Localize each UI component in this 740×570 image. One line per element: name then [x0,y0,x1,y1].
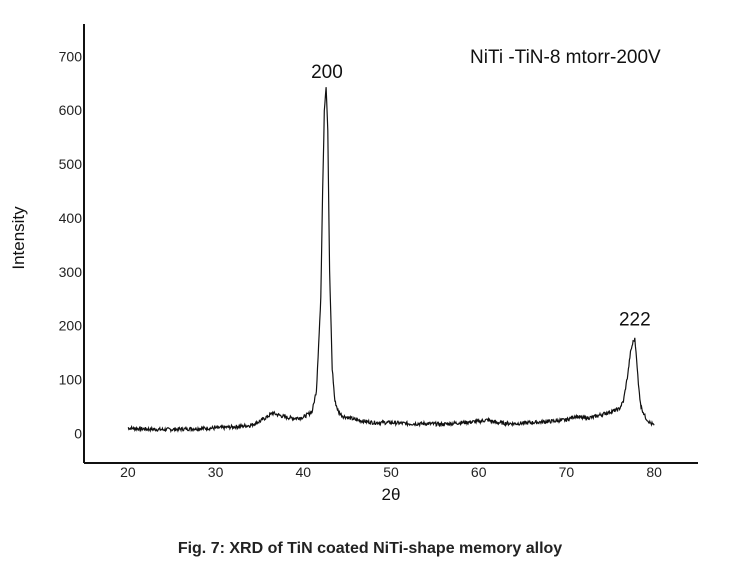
y-axis-title: Intensity [9,206,28,270]
y-tick-label: 300 [59,264,83,280]
peak-label: 222 [619,310,651,331]
x-tick-label: 80 [646,464,662,480]
y-tick-label: 700 [59,48,83,64]
x-tick-label: 20 [120,464,136,480]
peak-label: 200 [311,62,343,83]
y-axis-ticks: 0 100 200 300 400 500 600 700 [59,48,83,441]
xrd-chart: 0 100 200 300 400 500 600 700 20 30 40 50 60 70 80 20… [9,24,698,504]
x-tick-label: 60 [471,464,487,480]
sample-label: NiTi -TiN-8 mtorr-200V [470,47,661,68]
x-tick-label: 30 [208,464,224,480]
xrd-pattern-line [127,87,655,434]
y-tick-label: 600 [59,102,83,118]
figure-caption: Fig. 7: XRD of TiN coated NiTi-shape mem… [177,540,563,557]
x-tick-label: 70 [559,464,575,480]
y-tick-label: 400 [59,210,83,226]
x-axis-ticks: 20 30 40 50 60 70 80 [120,464,662,480]
x-axis-title: 2θ [382,485,401,504]
x-tick-label: 40 [295,464,311,480]
x-tick-label: 50 [383,464,399,480]
y-tick-label: 200 [59,318,83,334]
y-tick-label: 0 [74,425,82,441]
y-tick-label: 500 [59,156,83,172]
y-tick-label: 100 [59,372,83,388]
peak-annotations: 200 222 [311,62,651,331]
